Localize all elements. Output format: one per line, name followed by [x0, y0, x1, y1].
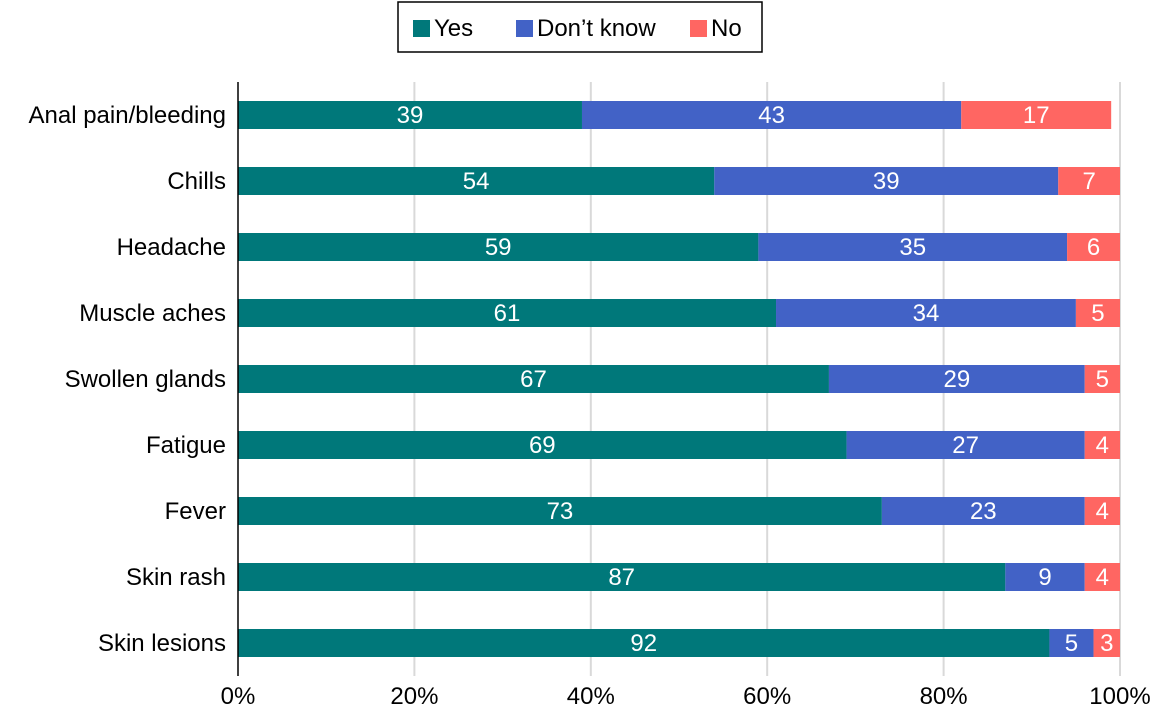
category-label: Swollen glands — [65, 366, 226, 393]
x-tick-label: 100% — [1089, 683, 1150, 710]
bar-segment — [961, 101, 1112, 129]
bar-value-label: 43 — [758, 102, 785, 129]
bar-segment — [758, 233, 1068, 261]
bar-value-label: 5 — [1091, 300, 1104, 327]
legend-label: No — [711, 15, 742, 42]
category-label: Anal pain/bleeding — [29, 102, 227, 129]
bar-value-label: 69 — [529, 432, 556, 459]
bar-segment — [238, 431, 847, 459]
bar-segment — [1084, 563, 1120, 591]
x-tick-label: 20% — [390, 683, 438, 710]
category-labels: Anal pain/bleeding Chills Headache Muscle a… — [29, 102, 227, 657]
category-label: Headache — [117, 234, 226, 261]
bar-value-label: 7 — [1082, 168, 1095, 195]
x-tick-label: 0% — [221, 683, 256, 710]
bar-segment — [1084, 365, 1120, 393]
bar-segment — [1049, 629, 1094, 657]
bar-segment — [828, 365, 1085, 393]
bar-segment — [238, 497, 882, 525]
bar-value-label: 29 — [943, 366, 970, 393]
legend-label: Yes — [434, 15, 473, 42]
bar-segment — [1005, 563, 1085, 591]
bar-segment — [581, 101, 962, 129]
bar-segment — [846, 431, 1085, 459]
bar-value-label: 34 — [913, 300, 940, 327]
bar-segment — [238, 629, 1050, 657]
bar-segment — [238, 365, 829, 393]
bar-value-label: 54 — [463, 168, 490, 195]
bar-segment — [1075, 299, 1120, 327]
legend-swatch — [516, 20, 533, 37]
x-axis-ticks: 0% 20% 40% 60% 80% 100% — [221, 683, 1151, 710]
bar-segment — [1093, 629, 1120, 657]
bar-value-label: 23 — [970, 498, 997, 525]
bar-value-label: 61 — [494, 300, 521, 327]
bar-segment — [238, 167, 715, 195]
x-tick-label: 80% — [920, 683, 968, 710]
legend-label: Don’t know — [537, 15, 656, 42]
x-tick-label: 60% — [743, 683, 791, 710]
bar-value-label: 67 — [520, 366, 547, 393]
bar-value-label: 39 — [873, 168, 900, 195]
bar-value-label: 87 — [608, 564, 635, 591]
category-label: Muscle aches — [79, 300, 226, 327]
bar-value-label: 17 — [1023, 102, 1050, 129]
bar-segment — [776, 299, 1076, 327]
legend-swatch — [413, 20, 430, 37]
category-label: Fatigue — [146, 432, 226, 459]
bars — [238, 101, 1120, 657]
bar-segment — [238, 233, 759, 261]
bar-segment — [1067, 233, 1120, 261]
bar-value-label: 4 — [1096, 564, 1109, 591]
legend: Yes Don’t know No — [413, 15, 742, 42]
category-label: Chills — [167, 168, 226, 195]
bar-segment — [238, 299, 777, 327]
bar-value-label: 3 — [1100, 630, 1113, 657]
x-tick-label: 40% — [567, 683, 615, 710]
bar-value-label: 39 — [397, 102, 424, 129]
bar-value-label: 27 — [952, 432, 979, 459]
bar-value-label: 4 — [1096, 432, 1109, 459]
bar-value-label: 35 — [899, 234, 926, 261]
bar-segment — [1084, 497, 1120, 525]
bar-value-label: 9 — [1038, 564, 1051, 591]
bar-segment — [1084, 431, 1120, 459]
bar-value-label: 59 — [485, 234, 512, 261]
bar-value-label: 5 — [1065, 630, 1078, 657]
bar-value-label: 4 — [1096, 498, 1109, 525]
bar-value-label: 6 — [1087, 234, 1100, 261]
bar-value-label: 92 — [630, 630, 657, 657]
bar-segment — [238, 563, 1006, 591]
category-label: Fever — [165, 498, 226, 525]
bar-value-label: 73 — [547, 498, 574, 525]
bar-segment — [714, 167, 1059, 195]
bar-value-label: 5 — [1096, 366, 1109, 393]
bar-segment — [881, 497, 1085, 525]
bar-segment — [1058, 167, 1120, 195]
category-label: Skin rash — [126, 564, 226, 591]
bar-segment — [238, 101, 582, 129]
category-label: Skin lesions — [98, 630, 226, 657]
legend-swatch — [690, 20, 707, 37]
